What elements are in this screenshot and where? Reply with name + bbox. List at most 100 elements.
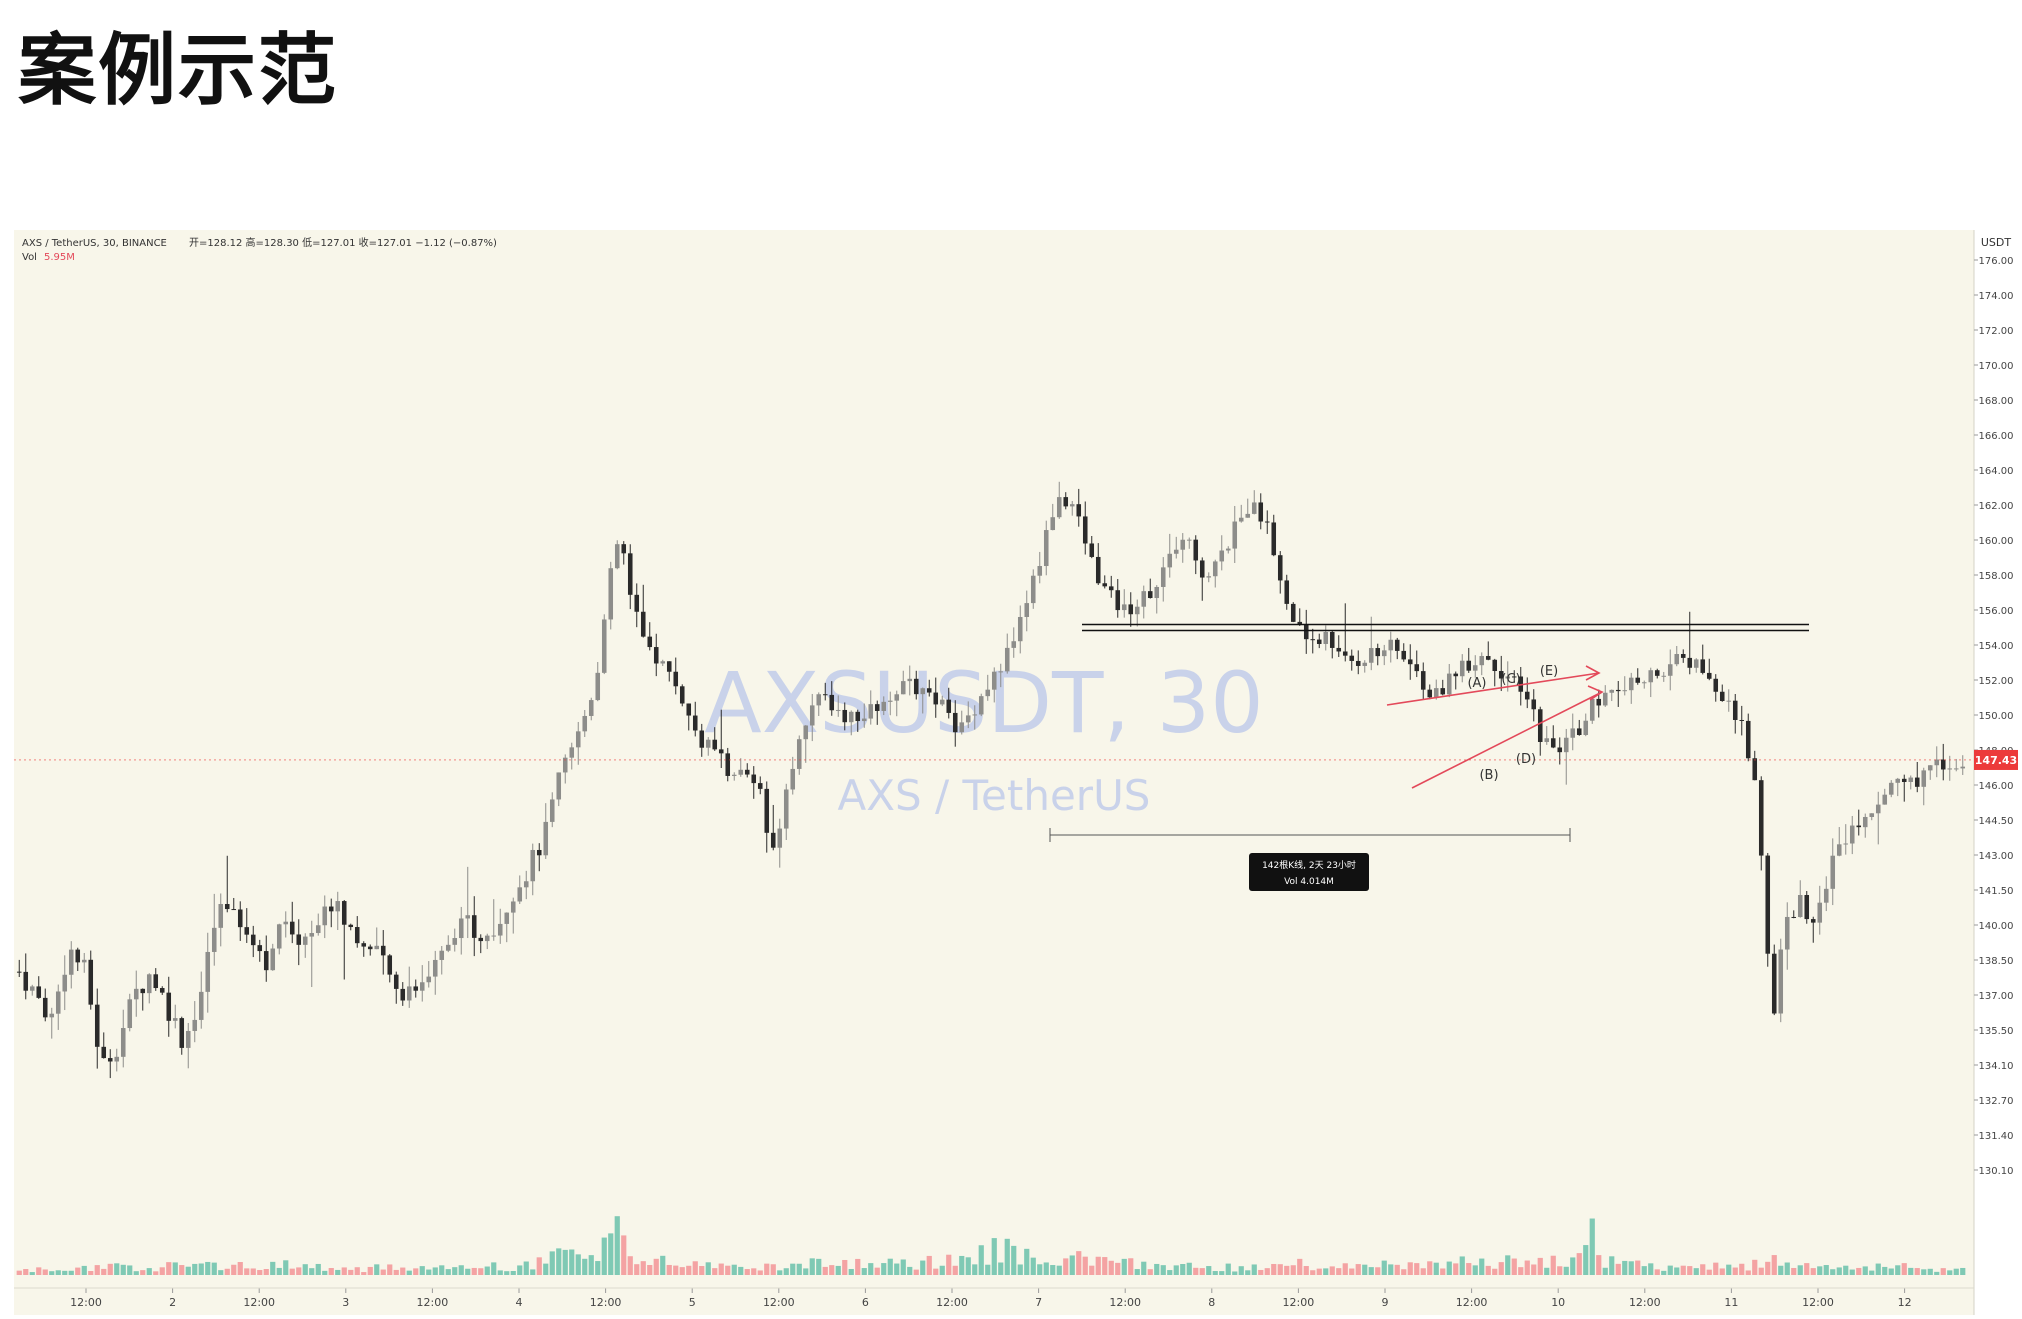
candle-body	[1784, 916, 1790, 950]
candle-body	[601, 619, 607, 673]
candle-body	[367, 946, 373, 950]
candlestick-chart[interactable]: AXSUSDT, 30 AXS / TetherUS AXS / TetherU…	[14, 230, 2018, 1315]
candle-body	[504, 912, 510, 924]
candle-body	[1024, 603, 1030, 617]
volume-bar	[1615, 1263, 1621, 1275]
volume-bar	[1310, 1270, 1316, 1275]
candle-body	[1375, 648, 1381, 657]
candle-body	[289, 921, 295, 935]
volume-bar	[530, 1269, 536, 1275]
volume-bar	[1349, 1268, 1355, 1275]
volume-bar	[692, 1261, 698, 1275]
candle-body	[848, 711, 854, 723]
volume-bar	[1375, 1267, 1381, 1275]
volume-bar	[1498, 1262, 1504, 1275]
volume-bar	[1251, 1264, 1257, 1275]
volume-bar	[1056, 1265, 1062, 1275]
candle-body	[1563, 737, 1569, 753]
volume-bar	[712, 1268, 718, 1275]
volume-bar	[309, 1268, 315, 1275]
x-tick-label: 6	[862, 1296, 869, 1309]
candle-body	[1557, 747, 1563, 753]
volume-bar	[1160, 1265, 1166, 1275]
candle-body	[1297, 621, 1303, 625]
volume-bar	[367, 1266, 373, 1275]
candle-body	[614, 544, 620, 569]
candle-body	[718, 749, 724, 754]
candle-body	[452, 938, 458, 945]
volume-bar	[601, 1237, 607, 1275]
volume-bar	[679, 1267, 685, 1275]
candle-body	[1453, 673, 1459, 677]
volume-bar	[731, 1264, 737, 1275]
candle-body	[140, 988, 146, 994]
candle-body	[341, 901, 347, 925]
volume-bar	[588, 1255, 594, 1275]
candle-body	[380, 945, 386, 956]
volume-bar	[998, 1262, 1004, 1275]
candle-body	[543, 821, 549, 856]
candle-body	[400, 988, 406, 1001]
candle-body	[1570, 728, 1576, 738]
volume-bar	[699, 1266, 705, 1275]
volume-bar	[1817, 1266, 1823, 1275]
candle-body	[1238, 517, 1244, 522]
volume-bar	[972, 1264, 978, 1275]
chart-container[interactable]: AXSUSDT, 30 AXS / TetherUS AXS / TetherU…	[14, 230, 2018, 1315]
volume-bar	[42, 1269, 48, 1275]
candle-body	[283, 921, 289, 925]
x-tick-label: 12:00	[243, 1296, 275, 1309]
y-tick-label: 164.00	[1979, 466, 2014, 477]
volume-bar	[413, 1268, 419, 1275]
candle-body	[484, 935, 490, 942]
candle-body	[1940, 759, 1946, 770]
candle-body	[523, 881, 529, 888]
candle-body	[1180, 539, 1186, 550]
candle-body	[1141, 591, 1147, 607]
candle-body	[218, 904, 224, 928]
candle-body	[1069, 504, 1075, 507]
volume-bar	[1440, 1268, 1446, 1275]
x-tick-label: 12:00	[417, 1296, 449, 1309]
candle-body	[16, 971, 22, 973]
candle-body	[1713, 678, 1719, 692]
candle-body	[1836, 844, 1842, 856]
candle-body	[1011, 641, 1017, 648]
volume-bar	[1342, 1263, 1348, 1275]
volume-bar	[1687, 1266, 1693, 1275]
volume-bar	[205, 1261, 211, 1275]
symbol-info: AXS / TetherUS, 30, BINANCE	[22, 238, 167, 249]
candle-body	[328, 906, 334, 912]
volume-bar	[725, 1265, 731, 1275]
volume-bar	[569, 1249, 575, 1275]
volume-bar	[1472, 1265, 1478, 1275]
y-tick-label: 160.00	[1979, 536, 2014, 547]
candle-body	[1030, 575, 1036, 604]
volume-bar	[36, 1267, 42, 1275]
volume-bar	[1706, 1269, 1712, 1275]
candle-body	[1531, 699, 1537, 710]
triangle-lower-arrow	[1587, 685, 1604, 701]
volume-bar	[1466, 1263, 1472, 1275]
volume-bar	[1511, 1258, 1517, 1275]
last-price-label: 147.43	[1975, 754, 2017, 767]
x-tick-label: 10	[1551, 1296, 1565, 1309]
volume-bar	[114, 1263, 120, 1275]
volume-bar	[640, 1261, 646, 1275]
y-tick-label: 176.00	[1979, 256, 2014, 267]
x-tick-label: 5	[689, 1296, 696, 1309]
volume-bar	[1791, 1267, 1797, 1275]
volume-bar	[127, 1265, 133, 1275]
candle-body	[491, 935, 497, 937]
candle-body	[1875, 804, 1881, 814]
candle-body	[348, 924, 354, 928]
volume-bar	[445, 1269, 451, 1275]
candle-body	[1388, 639, 1394, 651]
volume-bar	[1563, 1266, 1569, 1275]
volume-bar	[1336, 1268, 1342, 1275]
y-tick-label: 152.00	[1979, 676, 2014, 687]
candle-body	[413, 986, 419, 991]
candle-body	[315, 925, 321, 934]
volume-bar	[991, 1238, 997, 1275]
volume-bar	[452, 1267, 458, 1275]
